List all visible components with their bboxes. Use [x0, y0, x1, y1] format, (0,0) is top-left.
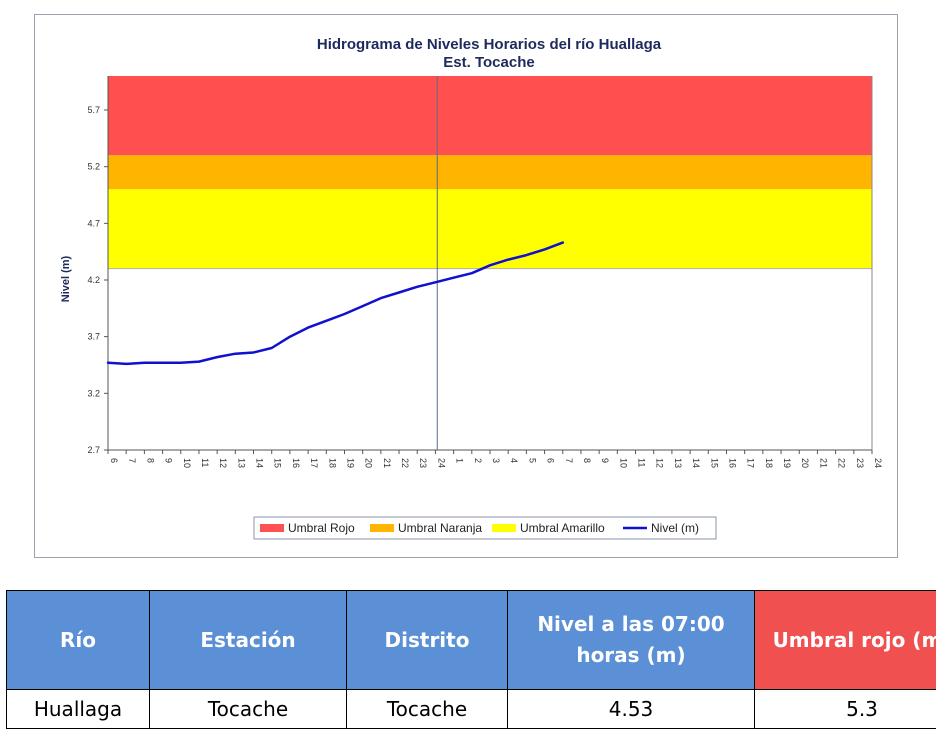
- x-tick-label: 13: [236, 458, 246, 468]
- x-tick-label: 1: [455, 458, 465, 463]
- x-tick-label: 10: [618, 458, 628, 468]
- x-tick-label: 20: [800, 458, 810, 468]
- y-axis-label: Nivel (m): [60, 255, 72, 302]
- x-tick-label: 17: [746, 458, 756, 468]
- legend-label: Umbral Rojo: [288, 521, 355, 535]
- chart-subtitle: Est. Tocache: [443, 54, 534, 71]
- x-tick-label: 15: [709, 458, 719, 468]
- x-tick-label: 15: [273, 458, 283, 468]
- x-tick-label: 4: [509, 458, 519, 463]
- x-tick-label: 22: [837, 458, 847, 468]
- x-tick-label: 19: [345, 458, 355, 468]
- x-tick-label: 17: [309, 458, 319, 468]
- legend-swatch: [492, 524, 516, 532]
- legend-label: Umbral Amarillo: [520, 521, 605, 535]
- y-ticks: 2.7 3.2 3.7 4.2 4.7 5.2 5.7: [87, 105, 108, 455]
- x-tick-label: 14: [691, 458, 701, 468]
- x-tick-label: 16: [291, 458, 301, 468]
- x-tick-label: 23: [855, 458, 865, 468]
- y-tick-label: 3.7: [87, 332, 100, 342]
- legend: Umbral Rojo Umbral Naranja Umbral Amarillo…: [253, 516, 717, 540]
- x-tick-label: 7: [127, 458, 137, 463]
- band-2: [108, 189, 872, 269]
- x-tick-label: 21: [818, 458, 828, 468]
- x-tick-label: 13: [673, 458, 683, 468]
- x-tick-label: 2: [473, 458, 483, 463]
- header-rio: Río: [6, 590, 150, 690]
- series-line-nivel: [106, 241, 565, 366]
- info-table: Río Estación Distrito Nivel a las 07:00 …: [6, 590, 936, 729]
- x-tick-label: 12: [218, 458, 228, 468]
- x-tick-label: 7: [564, 458, 574, 463]
- x-tick-label: 11: [637, 458, 647, 467]
- legend-swatch: [260, 524, 284, 532]
- threshold-bands: [108, 76, 872, 270]
- y-tick-label: 5.7: [87, 105, 100, 115]
- x-tick-label: 6: [109, 458, 119, 463]
- x-tick-label: 19: [782, 458, 792, 468]
- x-tick-label: 24: [436, 458, 446, 468]
- y-tick-label: 3.2: [87, 388, 100, 398]
- x-tick-label: 12: [655, 458, 665, 468]
- band-0: [108, 76, 872, 156]
- x-tick-label: 20: [364, 458, 374, 468]
- x-tick-label: 18: [764, 458, 774, 468]
- cell-nivel: 4.53: [507, 689, 755, 729]
- cell-rio: Huallaga: [6, 689, 150, 729]
- x-tick-label: 22: [400, 458, 410, 468]
- header-estacion: Estación: [149, 590, 347, 690]
- x-tick-label: 10: [182, 458, 192, 468]
- legend-label: Umbral Naranja: [398, 521, 482, 535]
- chart-frame: Hidrograma de Niveles Horarios del río H…: [34, 14, 898, 558]
- header-nivel: Nivel a las 07:00 horas (m): [507, 590, 755, 690]
- header-umbral-rojo: Umbral rojo (m): [754, 590, 936, 690]
- cell-estacion: Tocache: [149, 689, 347, 729]
- hydrograph-chart: Hidrograma de Niveles Horarios del río H…: [60, 36, 883, 540]
- chart-title: Hidrograma de Niveles Horarios del río H…: [317, 36, 662, 53]
- y-tick-label: 4.2: [87, 275, 100, 285]
- legend-label: Nivel (m): [651, 521, 699, 535]
- legend-swatch: [370, 524, 394, 532]
- x-tick-label: 8: [582, 458, 592, 463]
- x-tick-label: 8: [145, 458, 155, 463]
- y-tick-label: 5.2: [87, 162, 100, 172]
- x-ticks: 6 7 8 9 10 11 12 13 14 15 16 17 18 19 20 21 22 23 24 1 2 3 4 5 6…: [107, 450, 883, 468]
- legend-box: [253, 516, 717, 540]
- x-tick-label: 9: [600, 458, 610, 463]
- y-tick-label: 2.7: [87, 445, 100, 455]
- series: [106, 241, 565, 366]
- x-tick-label: 5: [527, 458, 537, 463]
- x-tick-label: 23: [418, 458, 428, 468]
- x-tick-label: 24: [873, 458, 883, 468]
- x-tick-label: 11: [200, 458, 210, 467]
- x-tick-label: 3: [491, 458, 501, 463]
- x-tick-label: 18: [327, 458, 337, 468]
- band-1: [108, 155, 872, 190]
- x-tick-label: 14: [255, 458, 265, 468]
- y-tick-label: 4.7: [87, 218, 100, 228]
- table-header-row: Río Estación Distrito Nivel a las 07:00 …: [6, 590, 936, 690]
- header-distrito: Distrito: [346, 590, 508, 690]
- x-tick-label: 6: [546, 458, 556, 463]
- x-tick-label: 21: [382, 458, 392, 468]
- cell-umbral-rojo: 5.3: [754, 689, 936, 729]
- x-tick-label: 9: [164, 458, 174, 463]
- x-tick-label: 16: [727, 458, 737, 468]
- table-row: Huallaga Tocache Tocache 4.53 5.3: [6, 689, 936, 729]
- cell-distrito: Tocache: [346, 689, 508, 729]
